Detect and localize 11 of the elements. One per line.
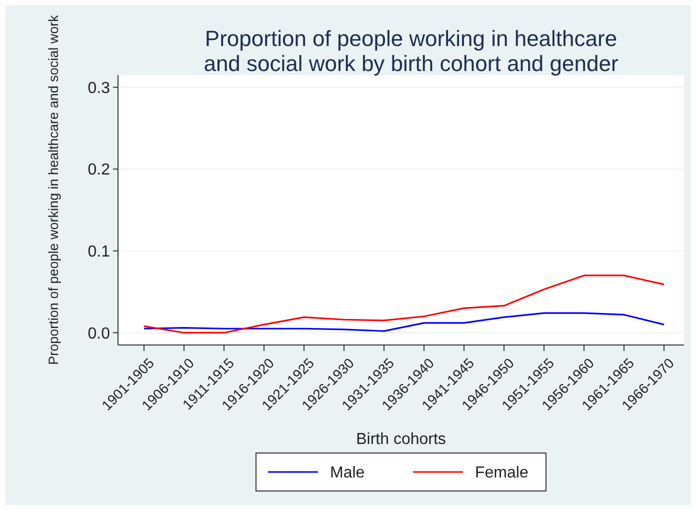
y-tick-label: 0.3 [88,80,110,97]
y-tick-label: 0.0 [88,325,110,342]
y-tick-label: 0.1 [88,244,110,261]
y-tick-label: 0.2 [88,162,110,179]
chart-title: Proportion of people working in healthcare and social work by birth cohort and gender [204,26,618,76]
legend-label: Male [330,464,365,482]
line-series [143,312,665,332]
x-axis-title: Birth cohorts [356,431,446,448]
legend-label: Female [475,464,528,482]
y-axis-title: Proportion of people working in healthcare and social work [46,14,61,365]
line-series [143,274,665,334]
